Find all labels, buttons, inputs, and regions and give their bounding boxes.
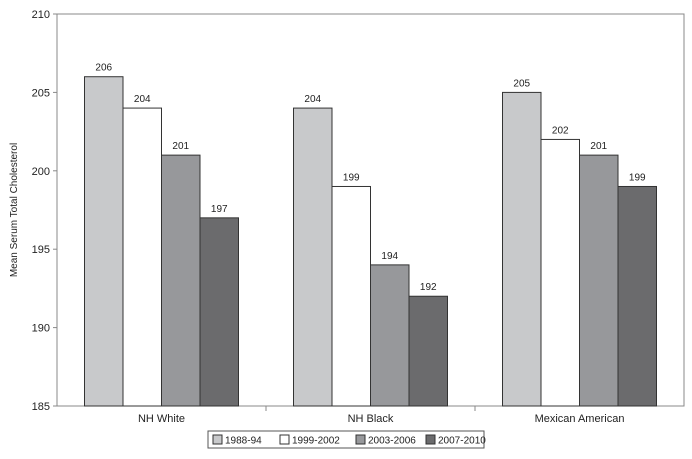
legend-swatch bbox=[355, 434, 366, 445]
legend: 1988-94 1999-2002 2003-2006 2007-2010 bbox=[207, 430, 486, 449]
bar bbox=[199, 217, 239, 407]
data-label: 197 bbox=[211, 204, 228, 215]
legend-swatch bbox=[279, 434, 290, 445]
bar bbox=[617, 185, 657, 407]
y-tick-label: 205 bbox=[32, 87, 50, 99]
legend-label: 2003-2006 bbox=[368, 436, 416, 447]
data-label: 194 bbox=[381, 251, 398, 262]
legend-swatch bbox=[425, 434, 436, 445]
bar bbox=[579, 154, 619, 407]
legend-box bbox=[207, 430, 485, 449]
data-label: 192 bbox=[420, 282, 437, 293]
x-axis: NH White NH Black Mexican American bbox=[138, 406, 624, 425]
data-label: 199 bbox=[629, 172, 646, 183]
data-label: 202 bbox=[552, 125, 569, 136]
y-tick-label: 190 bbox=[32, 323, 50, 335]
data-label: 204 bbox=[304, 94, 321, 105]
bar bbox=[122, 107, 162, 407]
bar bbox=[370, 264, 410, 407]
legend-swatch bbox=[212, 434, 223, 445]
legend-label: 2007-2010 bbox=[438, 436, 486, 447]
category-label: NH Black bbox=[348, 413, 394, 425]
bar bbox=[331, 185, 371, 407]
data-labels: 206 204 205 204 199 202 201 194 201 197 192 199 bbox=[95, 63, 646, 294]
category-label: Mexican American bbox=[535, 413, 625, 425]
bar bbox=[502, 91, 542, 407]
bar bbox=[293, 107, 333, 407]
data-label: 206 bbox=[95, 63, 112, 74]
bar bbox=[161, 154, 201, 407]
y-tick-label: 185 bbox=[32, 401, 50, 413]
bars bbox=[84, 76, 657, 407]
y-tick-label: 195 bbox=[32, 244, 50, 256]
data-label: 204 bbox=[134, 94, 151, 105]
data-label: 201 bbox=[590, 141, 607, 152]
legend-label: 1988-94 bbox=[225, 436, 262, 447]
legend-label: 1999-2002 bbox=[292, 436, 340, 447]
bar bbox=[408, 295, 448, 407]
bar bbox=[84, 76, 124, 407]
data-label: 199 bbox=[343, 172, 360, 183]
y-axis: 185 190 195 200 205 210 bbox=[32, 9, 57, 413]
y-tick-label: 200 bbox=[32, 166, 50, 178]
y-tick-label: 210 bbox=[32, 9, 50, 21]
y-axis-title: Mean Serum Total Cholesterol bbox=[9, 143, 20, 277]
category-label: NH White bbox=[138, 413, 185, 425]
data-label: 205 bbox=[513, 78, 530, 89]
data-label: 201 bbox=[172, 141, 189, 152]
bar bbox=[540, 138, 580, 407]
